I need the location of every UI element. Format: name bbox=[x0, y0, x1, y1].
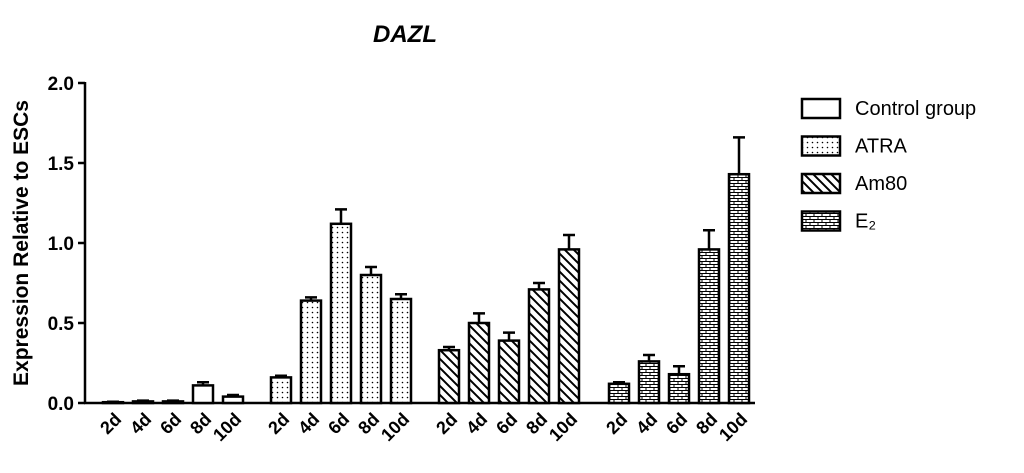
legend-label: ATRA bbox=[855, 136, 908, 158]
error-bar bbox=[733, 136, 745, 175]
error-bar bbox=[197, 380, 209, 386]
error-bar bbox=[167, 399, 179, 402]
error-bar bbox=[533, 281, 545, 290]
bar bbox=[329, 222, 353, 405]
y-axis-label: Expression Relative to ESCs bbox=[10, 100, 33, 386]
legend-swatch bbox=[800, 135, 842, 157]
error-bar bbox=[395, 292, 407, 299]
y-tick-label: 1.0 bbox=[48, 234, 74, 255]
x-tick-label: 10d bbox=[377, 409, 413, 445]
bar bbox=[269, 376, 293, 405]
legend-label: E₂ bbox=[855, 211, 876, 233]
x-tick-label: 6d bbox=[156, 409, 185, 438]
chart-title: DAZL bbox=[373, 21, 437, 48]
x-tick-label: 2d bbox=[432, 409, 461, 438]
error-bar bbox=[503, 331, 515, 341]
x-tick-label: 10d bbox=[209, 409, 245, 445]
legend-swatch bbox=[800, 172, 842, 195]
error-bar bbox=[305, 296, 317, 301]
legend-swatch bbox=[800, 97, 842, 120]
bar bbox=[557, 248, 581, 405]
bar bbox=[637, 360, 661, 405]
bar bbox=[437, 348, 461, 405]
error-bar bbox=[227, 393, 239, 397]
error-bar bbox=[643, 353, 655, 362]
x-tick-label: 10d bbox=[545, 409, 581, 445]
error-bar bbox=[335, 208, 347, 224]
x-tick-label: 2d bbox=[96, 409, 125, 438]
x-tick-label: 4d bbox=[294, 409, 323, 438]
legend-swatch bbox=[800, 210, 842, 232]
y-tick-label: 2.0 bbox=[48, 74, 74, 95]
x-tick-label: 10d bbox=[715, 409, 751, 445]
x-tick-label: 2d bbox=[264, 409, 293, 438]
bar bbox=[497, 339, 521, 405]
y-tick-label: 1.5 bbox=[48, 154, 75, 175]
bar bbox=[389, 297, 413, 405]
x-tick-label: 4d bbox=[462, 409, 491, 438]
x-tick-label: 6d bbox=[492, 409, 521, 438]
error-bar bbox=[703, 228, 715, 250]
legend-label: Am80 bbox=[855, 173, 907, 195]
x-tick-label: 2d bbox=[602, 409, 631, 438]
error-bar bbox=[137, 399, 149, 402]
bar bbox=[527, 288, 551, 405]
error-bar bbox=[563, 233, 575, 250]
x-tick-label: 6d bbox=[324, 409, 353, 438]
bar bbox=[191, 384, 215, 405]
x-tick-label: 4d bbox=[126, 409, 155, 438]
error-bar bbox=[613, 380, 625, 384]
bar bbox=[359, 273, 383, 405]
x-tick-label: 6d bbox=[662, 409, 691, 438]
error-bar bbox=[365, 265, 377, 275]
bar bbox=[667, 372, 691, 405]
bar bbox=[607, 382, 631, 405]
error-bar bbox=[673, 364, 685, 375]
bar bbox=[467, 321, 491, 405]
error-bar bbox=[275, 374, 287, 378]
x-tick-label: 4d bbox=[632, 409, 661, 438]
error-bar bbox=[473, 312, 485, 323]
legend-label: Control group bbox=[855, 98, 976, 120]
y-tick-label: 0.0 bbox=[48, 394, 74, 415]
bar bbox=[697, 248, 721, 405]
error-bar bbox=[443, 345, 455, 351]
y-tick-label: 0.5 bbox=[48, 314, 75, 335]
bar bbox=[221, 395, 245, 405]
bar bbox=[299, 299, 323, 405]
bar bbox=[727, 172, 751, 405]
